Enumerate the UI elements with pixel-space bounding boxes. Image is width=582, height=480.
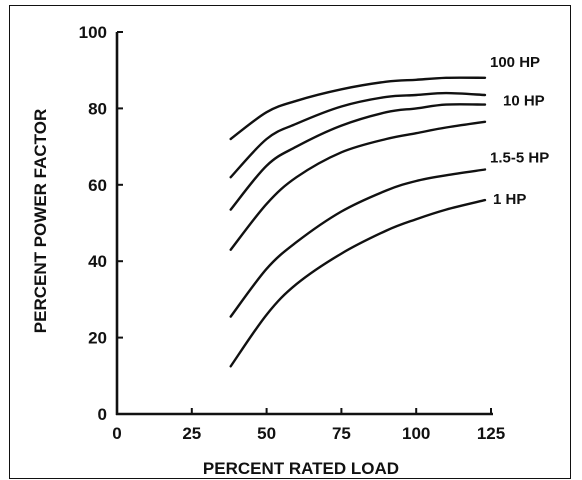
series-line-2 [229, 91, 487, 179]
y-tick-label: 80 [88, 99, 107, 118]
series-labels: 100 HP 10 HP 1.5-5 HP 1 HP [490, 54, 549, 208]
x-tick-label: 75 [332, 424, 351, 443]
x-tick-label: 0 [112, 424, 121, 443]
series-line-1 [229, 76, 487, 141]
series-line-4 [229, 120, 487, 251]
curves [229, 76, 487, 368]
x-axis-title: PERCENT RATED LOAD [203, 459, 399, 478]
series-label: 100 HP [490, 54, 540, 71]
chart-frame [9, 5, 571, 479]
series-label: 1 HP [493, 191, 526, 208]
series-line-5 [229, 168, 487, 318]
x-tick-label: 100 [402, 424, 430, 443]
x-tick-label: 50 [257, 424, 276, 443]
axes [115, 32, 493, 416]
y-axis-title: PERCENT POWER FACTOR [31, 109, 50, 333]
series-line-6 [229, 198, 487, 368]
y-tick-label: 0 [98, 405, 107, 424]
series-label: 1.5-5 HP [490, 150, 549, 167]
x-tick-label: 125 [477, 424, 505, 443]
y-tick-label: 60 [88, 176, 107, 195]
y-tick-label: 40 [88, 252, 107, 271]
x-tick-label: 25 [182, 424, 201, 443]
y-tick-label: 20 [88, 329, 107, 348]
series-line-3 [229, 103, 487, 211]
series-label: 10 HP [503, 93, 545, 110]
ticks: 0 20 40 60 80 100 0 25 50 75 100 125 [79, 23, 506, 443]
y-tick-label: 100 [79, 23, 107, 42]
